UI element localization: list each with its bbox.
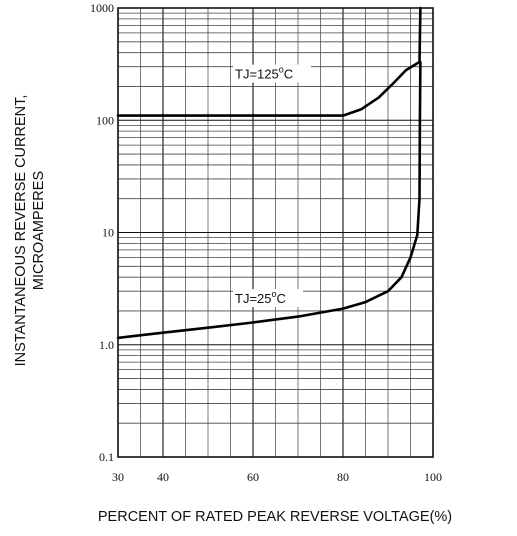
series-label-bg [233, 64, 311, 83]
x-tick-label: 60 [247, 470, 259, 484]
y-tick-label: 100 [96, 113, 114, 127]
series-label: TJ=25oC [235, 289, 286, 306]
grid [117, 7, 434, 458]
y-tick-label: 1000 [90, 1, 114, 15]
y-axis-title-line-1: INSTANTANEOUS REVERSE CURRENT, [13, 95, 29, 367]
x-tick-label: 100 [424, 470, 442, 484]
series-label: TJ=125oC [235, 65, 293, 82]
x-tick-label: 30 [112, 470, 124, 484]
series-line-0 [116, 6, 422, 117]
series-layer [116, 6, 422, 340]
series-labels: TJ=125oC TJ=25oC [233, 64, 311, 308]
tick-labels: 30 40 60 80 100 0.1 1.0 10 100 1000 [90, 1, 442, 484]
x-tick-label: 80 [337, 470, 349, 484]
series-label-bg [233, 289, 303, 308]
x-tick-label: 40 [157, 470, 169, 484]
y-tick-label: 0.1 [99, 450, 114, 464]
x-axis-title: PERCENT OF RATED PEAK REVERSE VOLTAGE(%) [98, 509, 452, 525]
series-line-1 [116, 60, 422, 340]
plot-frame [117, 7, 434, 458]
y-tick-label: 10 [102, 226, 114, 240]
y-tick-label: 1.0 [99, 338, 114, 352]
y-axis-title-line-2: MICROAMPERES [31, 171, 47, 290]
